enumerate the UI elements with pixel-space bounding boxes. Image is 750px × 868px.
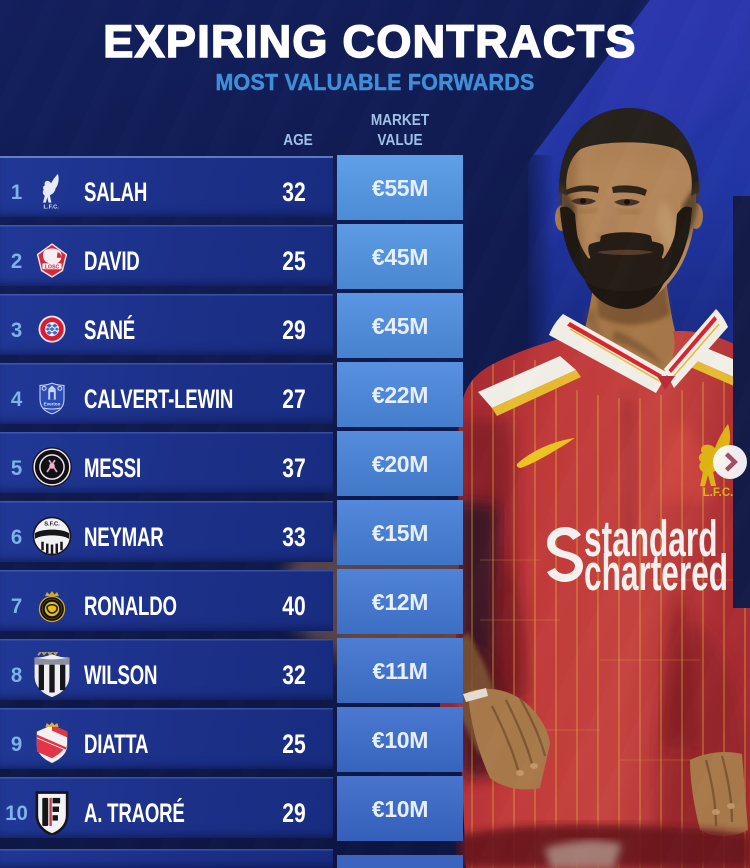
svg-text:LOSC: LOSC — [45, 264, 60, 270]
svg-text:standard: standard — [584, 510, 718, 566]
svg-text:S.F.C.: S.F.C. — [44, 521, 60, 527]
svg-text:Everton: Everton — [44, 401, 61, 406]
svg-text:chartered: chartered — [584, 544, 728, 600]
svg-text:L.F.C.: L.F.C. — [703, 487, 734, 499]
svg-text:L.F.C.: L.F.C. — [44, 204, 60, 210]
